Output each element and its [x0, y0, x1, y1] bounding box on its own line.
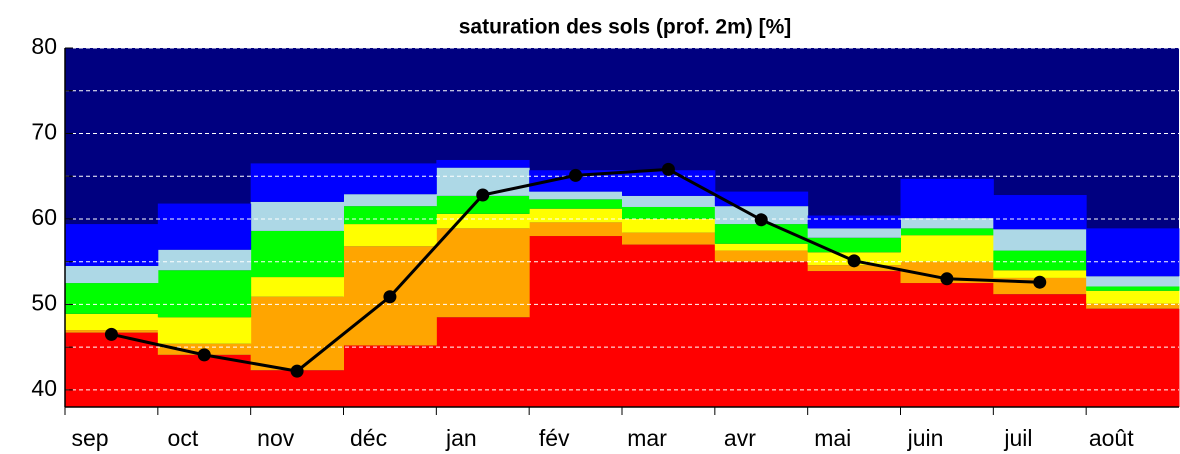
chart-title: saturation des sols (prof. 2m) [%] [459, 16, 792, 39]
band-segment [157, 203, 252, 250]
x-tick-label: août [1089, 425, 1134, 451]
band-segment [714, 250, 809, 262]
line-marker [847, 254, 861, 268]
band-segment [714, 243, 809, 251]
band-segment [157, 317, 252, 344]
band-segment [993, 250, 1087, 271]
band-segment [993, 195, 1087, 230]
x-tick-label: sep [72, 425, 109, 451]
line-marker [104, 327, 118, 341]
band-segment [65, 224, 159, 266]
band-segment [900, 228, 994, 236]
line-marker [754, 213, 768, 227]
band-segment [993, 229, 1087, 251]
band-segment [1086, 228, 1180, 277]
band-segment [529, 199, 623, 209]
band-segment [343, 194, 437, 207]
band-segment [250, 163, 344, 202]
band-segment [157, 354, 252, 407]
band-segment [157, 270, 252, 318]
line-marker [661, 162, 675, 176]
band-segment [343, 206, 437, 225]
band-segment [250, 296, 344, 371]
y-tick-label: 80 [31, 33, 57, 59]
band-segment [65, 283, 159, 314]
band-segment [714, 261, 809, 407]
band-segment [1086, 286, 1180, 291]
line-marker [290, 364, 304, 378]
x-tick-label: juin [907, 425, 944, 451]
band-segment [436, 228, 530, 318]
x-tick-label: mai [814, 425, 851, 451]
x-tick-label: oct [168, 425, 199, 451]
band-segment [807, 271, 901, 407]
x-tick-label: déc [350, 425, 387, 451]
band-segment [993, 294, 1087, 407]
band-segment [900, 235, 994, 262]
band-segment [343, 224, 437, 247]
band-segment [1086, 290, 1180, 304]
y-tick-label: 60 [31, 204, 57, 230]
y-tick-label: 70 [31, 119, 57, 145]
x-tick-label: juil [1003, 425, 1032, 451]
band-segment [529, 208, 623, 223]
y-tick-label: 50 [31, 290, 57, 316]
band-segment [622, 244, 716, 407]
band-segment [157, 249, 252, 271]
x-tick-label: nov [257, 425, 295, 451]
band-segment [65, 265, 159, 284]
band-segment [436, 213, 530, 229]
band-segment [1086, 308, 1180, 407]
band-segment [529, 222, 623, 237]
band-segment [900, 218, 994, 229]
line-marker [569, 168, 583, 182]
band-segment [993, 270, 1087, 278]
band-segment [1086, 303, 1180, 309]
band-segment [807, 215, 901, 229]
x-tick-label: fév [539, 425, 570, 451]
band-segment [807, 237, 901, 253]
band-segment [65, 313, 159, 331]
line-marker [1033, 275, 1047, 289]
band-segment [65, 332, 159, 407]
band-segment [343, 345, 437, 407]
band-segment [807, 228, 901, 238]
band-segment [250, 230, 344, 278]
band-segment [250, 277, 344, 297]
band-segment [250, 201, 344, 231]
line-marker [197, 348, 211, 362]
band-segment [1086, 276, 1180, 287]
band-segment [622, 218, 716, 233]
band-segment [343, 163, 437, 195]
x-tick-label: jan [445, 425, 477, 451]
band-segment [622, 206, 716, 219]
band-segment [436, 195, 530, 214]
x-tick-label: mar [627, 425, 667, 451]
band-segment [622, 195, 716, 207]
band-segment [807, 265, 901, 272]
band-segment [529, 191, 623, 200]
band-segment [436, 159, 530, 168]
band-segment [900, 178, 994, 219]
band-segment [622, 232, 716, 245]
x-tick-label: avr [724, 425, 756, 451]
line-marker [940, 272, 954, 286]
band-segment [529, 236, 623, 407]
band-segment [900, 283, 994, 407]
band-segment [714, 191, 809, 207]
y-tick-label: 40 [31, 375, 57, 401]
line-marker [476, 188, 490, 202]
band-segment [436, 317, 530, 407]
line-marker [383, 290, 397, 304]
